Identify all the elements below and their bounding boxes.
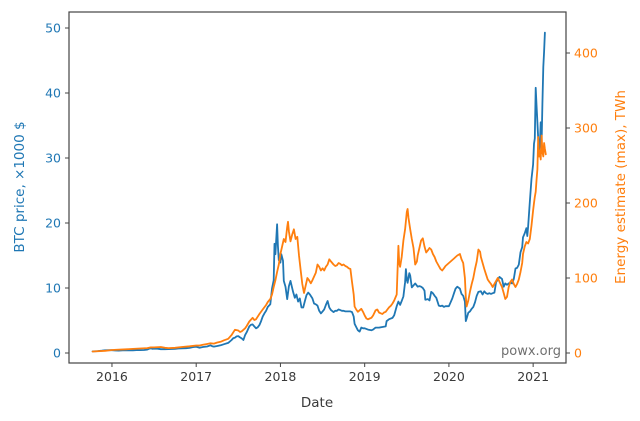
- x-tick-label: 2019: [349, 369, 381, 384]
- right-tick-label: 0: [574, 346, 582, 361]
- x-tick-label: 2021: [517, 369, 549, 384]
- left-tick-label: 0: [53, 346, 61, 361]
- x-tick-label: 2018: [265, 369, 297, 384]
- x-tick-label: 2016: [96, 369, 128, 384]
- energy-estimate-line: [91, 134, 547, 353]
- left-tick-label: 50: [45, 21, 61, 36]
- right-tick-label: 200: [574, 196, 598, 211]
- left-tick-label: 40: [45, 86, 61, 101]
- left-axis-title: BTC price, ×1000 $: [12, 121, 28, 253]
- right-axis-title: Energy estimate (max), TWh: [613, 90, 629, 284]
- x-tick-label: 2020: [433, 369, 465, 384]
- x-tick-label: 2017: [180, 369, 212, 384]
- left-tick-label: 30: [45, 151, 61, 166]
- watermark-text: powx.org: [501, 344, 561, 359]
- x-axis-title: Date: [300, 395, 334, 411]
- left-tick-label: 20: [45, 216, 61, 231]
- right-tick-label: 300: [574, 121, 598, 136]
- right-tick-label: 400: [574, 46, 598, 61]
- right-tick-label: 100: [574, 271, 598, 286]
- left-tick-label: 10: [45, 281, 61, 296]
- btc-price-line: [91, 31, 546, 353]
- plot-frame: [68, 11, 567, 364]
